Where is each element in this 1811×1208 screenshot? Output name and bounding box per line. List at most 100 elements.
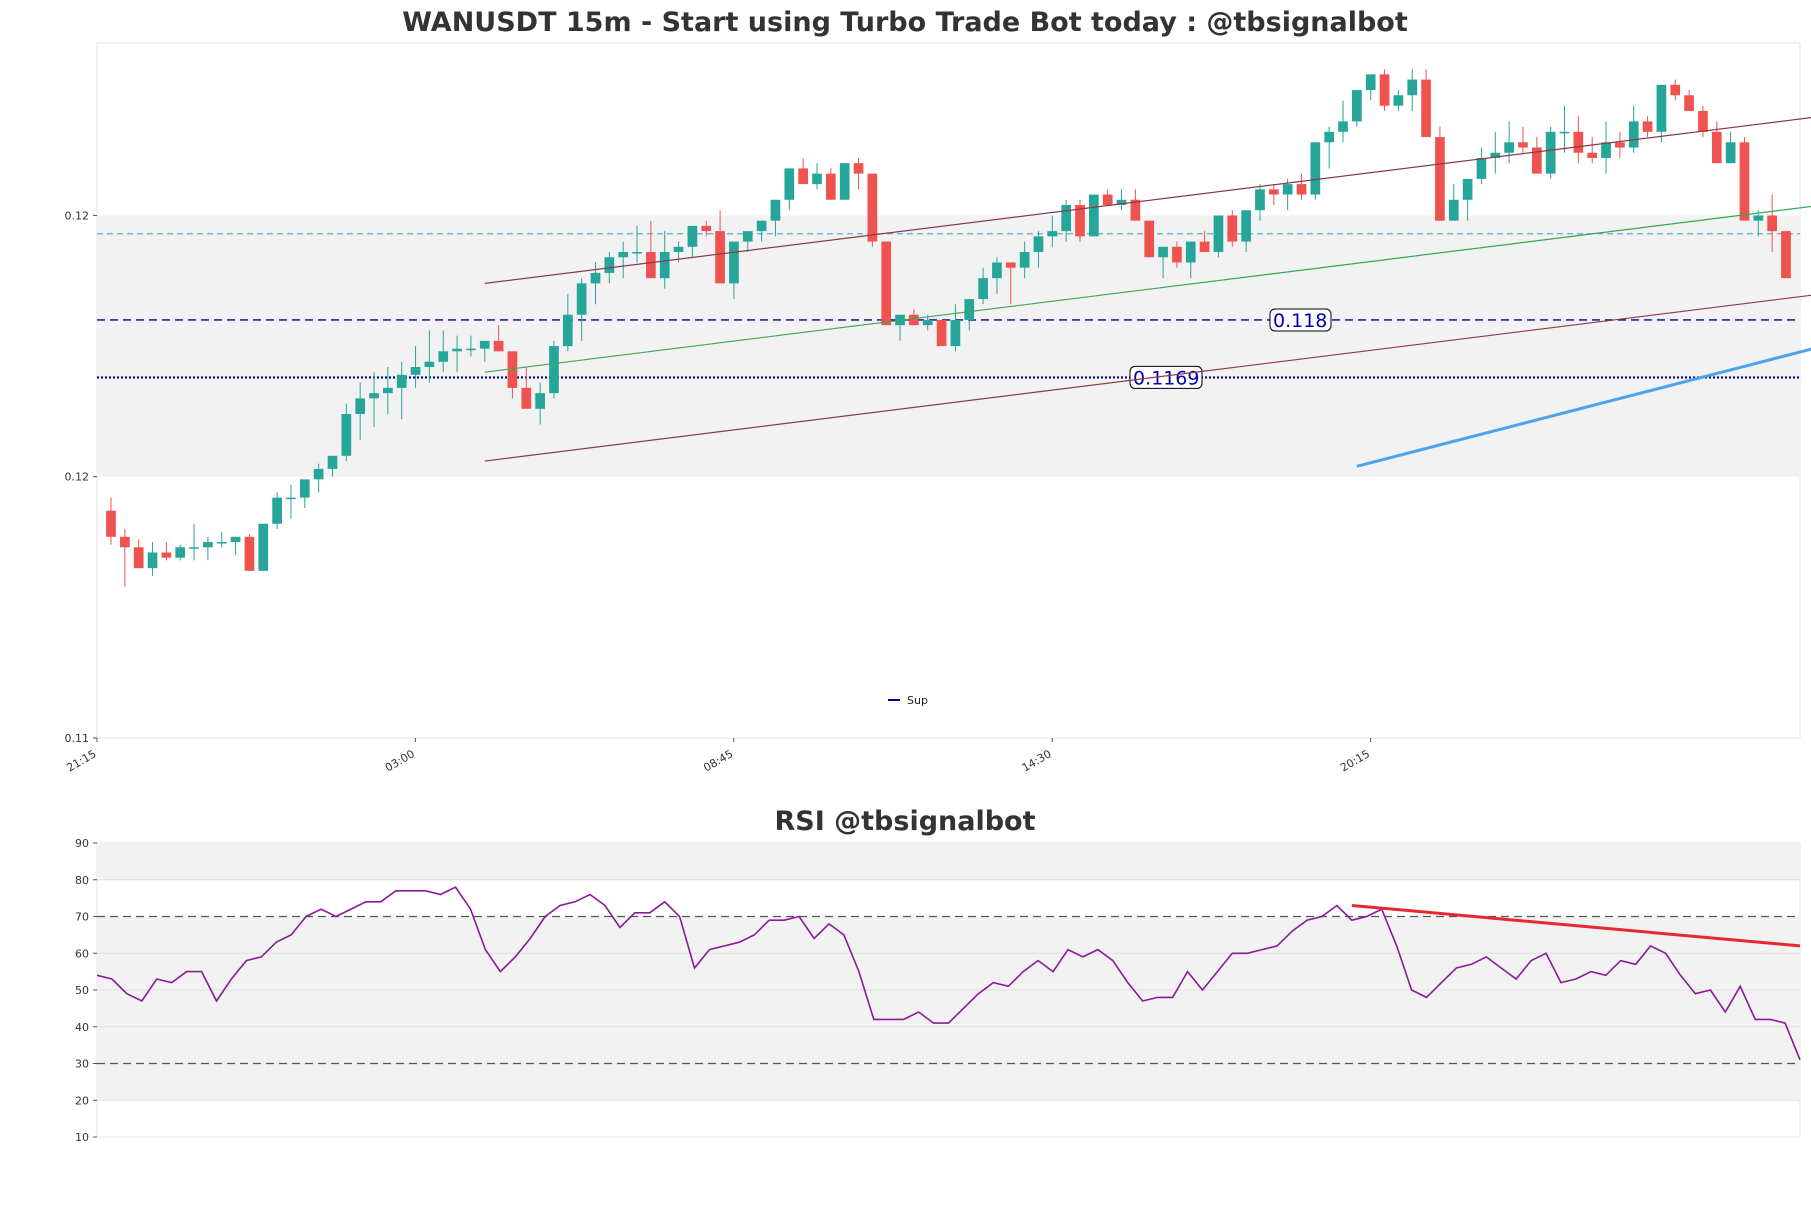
candle-body xyxy=(853,163,864,174)
candle-body xyxy=(189,547,199,549)
candle-body xyxy=(729,241,739,284)
candle-body xyxy=(1698,110,1708,132)
rsi-y-tick-label: 90 xyxy=(75,837,89,850)
candle-body xyxy=(1130,199,1141,221)
candle-body xyxy=(1061,204,1072,232)
candle-body xyxy=(715,231,725,284)
candle-body xyxy=(369,393,379,399)
price-x-tick-label: 20:15 xyxy=(1338,747,1372,774)
candle-body xyxy=(1075,204,1085,237)
candle-body xyxy=(978,278,988,300)
candle-body xyxy=(272,497,282,524)
candle-body xyxy=(1255,189,1265,211)
candle-body xyxy=(327,455,338,469)
candle-body xyxy=(535,393,545,409)
candle-body xyxy=(839,163,850,200)
candle-body xyxy=(1767,215,1778,232)
price-chart-title: WANUSDT 15m - Start using Turbo Trade Bo… xyxy=(402,7,1408,38)
candle-body xyxy=(1393,95,1404,106)
candle-body xyxy=(936,319,947,347)
candle-body xyxy=(1365,74,1376,91)
candle-body xyxy=(1352,90,1362,122)
candle-body xyxy=(383,387,393,394)
rsi-series-line xyxy=(96,886,1801,1061)
candle-body xyxy=(175,547,186,558)
candle-body xyxy=(604,257,615,273)
candle-body xyxy=(659,252,670,279)
candle-body xyxy=(1421,79,1431,138)
candle-body xyxy=(742,231,753,242)
candle-body xyxy=(230,536,241,543)
candle-body xyxy=(590,272,601,284)
candle-body xyxy=(1185,241,1196,263)
candle-body xyxy=(770,199,781,221)
price-x-tick-label: 21:15 xyxy=(65,747,99,774)
candle-body xyxy=(1573,131,1584,153)
price-x-tick-label: 08:45 xyxy=(701,747,735,774)
candle-body xyxy=(286,497,296,500)
candle-body xyxy=(1213,215,1224,253)
rsi-y-tick-label: 10 xyxy=(75,1131,89,1144)
candle-body xyxy=(1601,142,1611,158)
candle-body xyxy=(313,468,324,480)
candle-body xyxy=(133,547,144,569)
candle-body xyxy=(493,340,504,352)
candle-body xyxy=(812,173,822,185)
candle-body xyxy=(216,542,227,544)
price-level-label-box xyxy=(1129,365,1203,389)
candle-body xyxy=(1545,131,1556,174)
price-panel: 0.12 0.12 0.11 21:15 03:00 08:45 14:30 20:15 0.1… xyxy=(65,42,1811,774)
candle-body xyxy=(867,173,878,242)
candle-body xyxy=(1684,95,1694,111)
candle-body xyxy=(1116,199,1127,205)
candle-body xyxy=(1531,147,1542,174)
candle-body xyxy=(1753,215,1764,221)
candle-body xyxy=(1628,121,1639,148)
candle-body xyxy=(632,252,642,254)
candle-body xyxy=(1296,184,1307,195)
candle-body xyxy=(1656,84,1667,132)
candle-body xyxy=(258,523,269,571)
rsi-panel: 90 80 70 60 50 40 30 20 10 xyxy=(75,837,1801,1144)
candle-body xyxy=(1642,121,1653,132)
candle-body xyxy=(507,351,518,388)
candle-body xyxy=(964,299,975,320)
price-shaded-zone xyxy=(97,215,1800,477)
candle-body xyxy=(950,319,961,347)
candle-body xyxy=(1144,220,1155,258)
candle-body xyxy=(452,348,462,352)
candle-body xyxy=(784,168,795,200)
candle-body xyxy=(618,252,629,258)
rsi-y-tick-label: 30 xyxy=(75,1058,89,1071)
candle-body xyxy=(1711,131,1722,164)
candle-body xyxy=(1435,137,1445,221)
price-y-tick-label: 0.12 xyxy=(65,209,90,222)
candle-body xyxy=(119,536,130,548)
candle-body xyxy=(1518,142,1528,148)
candle-body xyxy=(1587,152,1598,158)
candle-body xyxy=(1089,194,1099,237)
candle-body xyxy=(1739,142,1750,221)
rsi-y-tick-label: 60 xyxy=(75,947,89,960)
candle-body xyxy=(687,225,698,247)
candle-body xyxy=(881,241,892,326)
price-level-label-box xyxy=(1269,308,1332,332)
rsi-y-tick-label: 80 xyxy=(75,874,89,887)
candle-body xyxy=(798,168,808,185)
candle-body xyxy=(909,314,919,326)
candle-body xyxy=(299,479,310,498)
legend-label: Sup xyxy=(907,694,928,707)
candle-body xyxy=(161,552,172,558)
candle-body xyxy=(1005,262,1016,268)
candle-body xyxy=(521,387,532,409)
upper-channel-line xyxy=(484,117,1811,284)
candle-body xyxy=(1670,84,1681,96)
candle-body xyxy=(438,351,449,362)
candle-body xyxy=(1268,189,1279,195)
candle-body xyxy=(1158,246,1168,258)
candle-body xyxy=(701,225,712,232)
candle-body xyxy=(244,536,255,571)
rsi-y-tick-label: 40 xyxy=(75,1021,89,1034)
candle-body xyxy=(562,314,573,347)
